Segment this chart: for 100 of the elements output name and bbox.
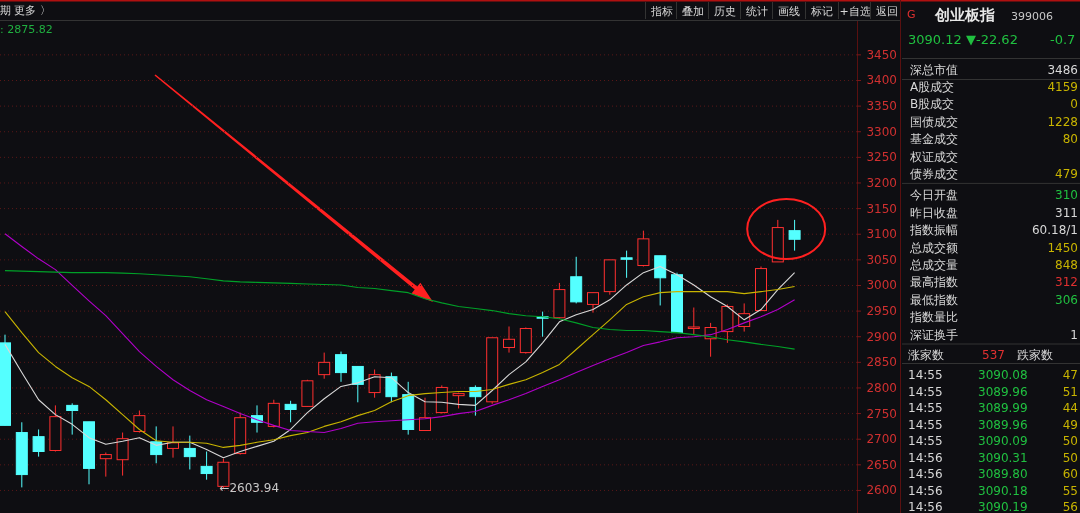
text: B股成交 <box>910 97 955 112</box>
text: 最低指数 <box>910 292 958 307</box>
candlestick <box>318 352 331 380</box>
y-tick-label: 3150 <box>866 201 897 216</box>
annotation: : 2875.82 <box>0 23 53 36</box>
text: 56 <box>1062 500 1078 513</box>
text: 60.18/1 <box>1031 223 1078 238</box>
y-tick-label: 2850 <box>866 355 897 370</box>
y-tick-label: 3100 <box>866 227 897 242</box>
text: 涨家数 <box>908 348 944 362</box>
text: 1 <box>1070 327 1078 342</box>
text: 总成交额 <box>909 240 958 255</box>
text: 44 <box>1062 401 1078 415</box>
text: A股成交 <box>910 80 955 94</box>
text: 306 <box>1055 292 1078 307</box>
text: 47 <box>1062 368 1078 382</box>
candlestick <box>687 307 700 336</box>
text: 3486 <box>1047 63 1078 77</box>
text: 479 <box>1055 167 1078 181</box>
text: ▼-22.62 <box>966 32 1018 47</box>
text: 1228 <box>1047 114 1078 129</box>
candlestick <box>620 250 633 279</box>
text: 标记 <box>810 5 833 18</box>
line-series <box>4 233 796 434</box>
text: 3089.99 <box>978 401 1028 415</box>
text: 深总市值 <box>910 63 958 77</box>
text: 3090.31 <box>978 450 1028 465</box>
candlestick <box>32 428 45 458</box>
text: 3090.18 <box>978 483 1028 498</box>
text: 指标 <box>650 5 673 18</box>
y-tick-label: 2750 <box>866 406 897 421</box>
y-tick-label: 2600 <box>866 483 897 498</box>
text: 4159 <box>1047 80 1078 94</box>
text: 深证换手 <box>910 327 958 342</box>
candlestick <box>116 432 129 477</box>
text: 51 <box>1062 384 1078 399</box>
y-tick-label: 2900 <box>866 329 897 344</box>
candlestick <box>419 397 431 431</box>
candlestick <box>200 451 213 481</box>
y-tick-label: 3200 <box>866 175 897 190</box>
candlestick <box>587 292 599 314</box>
text: 基金成交 <box>910 132 958 147</box>
text: 跌家数 <box>1017 348 1053 362</box>
candlestick <box>503 325 515 354</box>
text: 指数振幅 <box>909 223 958 238</box>
y-tick-label: 2950 <box>866 304 897 319</box>
candlestick <box>66 402 79 436</box>
y-tick-label: 2700 <box>866 432 897 447</box>
text: 统计 <box>746 5 768 18</box>
text: 昨日收盘 <box>910 205 958 220</box>
candlestick <box>284 400 297 423</box>
text: 3089.96 <box>978 384 1028 399</box>
text: 80 <box>1062 132 1078 147</box>
candlestick <box>183 435 196 470</box>
text: 14:55 <box>908 401 943 415</box>
candlestick <box>335 351 347 383</box>
text: 创业板指 <box>934 6 995 24</box>
text: 50 <box>1062 434 1078 448</box>
text: 权证成交 <box>909 149 958 164</box>
candlestick <box>99 452 112 478</box>
text: 310 <box>1055 188 1078 203</box>
text: 叠加 <box>682 5 704 18</box>
text: 3090.08 <box>978 368 1028 382</box>
text: 返回 <box>876 5 898 18</box>
text: 总成交量 <box>909 258 958 272</box>
text: 3089.80 <box>978 467 1028 481</box>
text: 1450 <box>1047 240 1078 255</box>
text: 0 <box>1070 97 1078 112</box>
text: 14:55 <box>908 368 943 382</box>
line-series <box>4 270 796 350</box>
text: 537 <box>982 348 1005 362</box>
text: 历史 <box>714 5 736 18</box>
text: 指数量比 <box>909 310 958 325</box>
text: 49 <box>1062 417 1078 432</box>
text: 3089.96 <box>978 417 1028 432</box>
y-tick-label: 2800 <box>866 380 897 395</box>
text: 3090.12 <box>908 32 962 47</box>
text: 399006 <box>1011 10 1053 23</box>
text: 848 <box>1055 258 1078 272</box>
text: -0.7 <box>1050 32 1076 47</box>
text: 14:56 <box>908 450 943 465</box>
candlestick <box>654 255 667 306</box>
y-tick-label: 3450 <box>866 47 897 62</box>
y-tick-label: 3350 <box>866 99 897 114</box>
y-tick-label: 2650 <box>866 457 897 472</box>
text: 14:55 <box>908 417 943 432</box>
candlestick <box>368 369 381 399</box>
candlestick <box>469 384 482 417</box>
annotation: ←2603.94 <box>219 481 280 496</box>
candlestick <box>351 365 364 403</box>
candlestick <box>788 219 801 252</box>
text: 60 <box>1062 467 1078 481</box>
y-tick-label: 3400 <box>866 73 897 88</box>
text: 最高指数 <box>910 275 958 290</box>
text: 今日开盘 <box>910 188 958 203</box>
text: 14:56 <box>908 500 943 513</box>
text: G <box>907 8 916 21</box>
text: 国债成交 <box>910 114 958 129</box>
candlestick <box>385 372 398 403</box>
candlestick <box>267 399 280 428</box>
